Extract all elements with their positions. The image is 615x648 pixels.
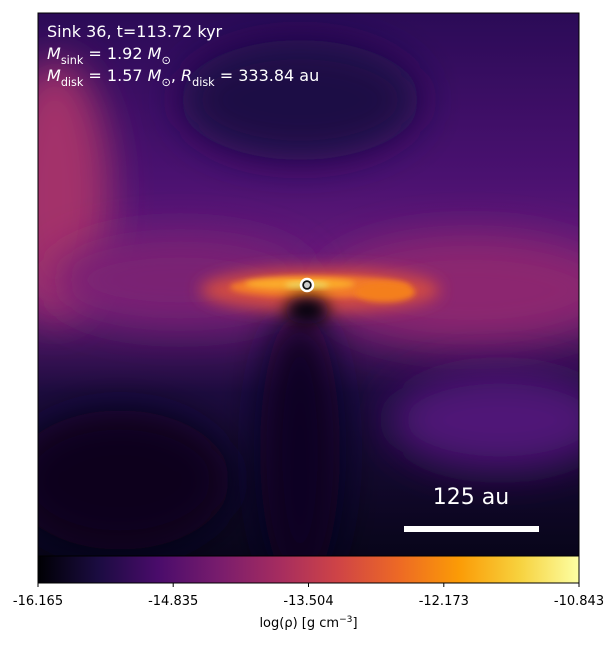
colorbar-label: log(ρ) [g cm−3] xyxy=(259,615,357,631)
text-segment: M xyxy=(47,44,61,63)
text-segment: R xyxy=(181,66,192,85)
colorbar xyxy=(37,555,580,584)
text-segment: log(ρ) [g cm xyxy=(259,616,339,631)
text-segment: Sink 36, t=113.72 kyr xyxy=(47,22,223,41)
text-segment: = 1.92 xyxy=(83,44,147,63)
annotation: Sink 36, t=113.72 kyr xyxy=(47,22,223,41)
text-segment: disk xyxy=(61,76,84,89)
colorbar-tick-label: -13.504 xyxy=(283,594,333,609)
colorbar-tick-label: -10.843 xyxy=(554,594,604,609)
text-segment: M xyxy=(148,44,162,63)
scale-bar-label: 125 au xyxy=(433,485,509,510)
colorbar-tick-label: -14.835 xyxy=(148,594,198,609)
density-image xyxy=(38,13,579,556)
text-segment: M xyxy=(148,66,162,85)
text-segment: −3 xyxy=(339,615,353,625)
text-segment: ⊙ xyxy=(161,76,170,89)
colorbar-tick-label: -12.173 xyxy=(419,594,469,609)
text-segment: , xyxy=(171,66,181,85)
text-segment: = 1.57 xyxy=(83,66,147,85)
annotation: Msink = 1.92 M⊙ xyxy=(47,44,171,67)
annotation: Mdisk = 1.57 M⊙, Rdisk = 333.84 au xyxy=(47,66,319,89)
colorbar-tick-label: -16.165 xyxy=(13,594,63,609)
text-segment: disk xyxy=(192,76,215,89)
text-segment: M xyxy=(47,66,61,85)
text-segment: ] xyxy=(352,616,357,631)
text-segment: sink xyxy=(61,54,84,67)
text-segment: ⊙ xyxy=(161,54,170,67)
text-segment: = 333.84 au xyxy=(215,66,320,85)
